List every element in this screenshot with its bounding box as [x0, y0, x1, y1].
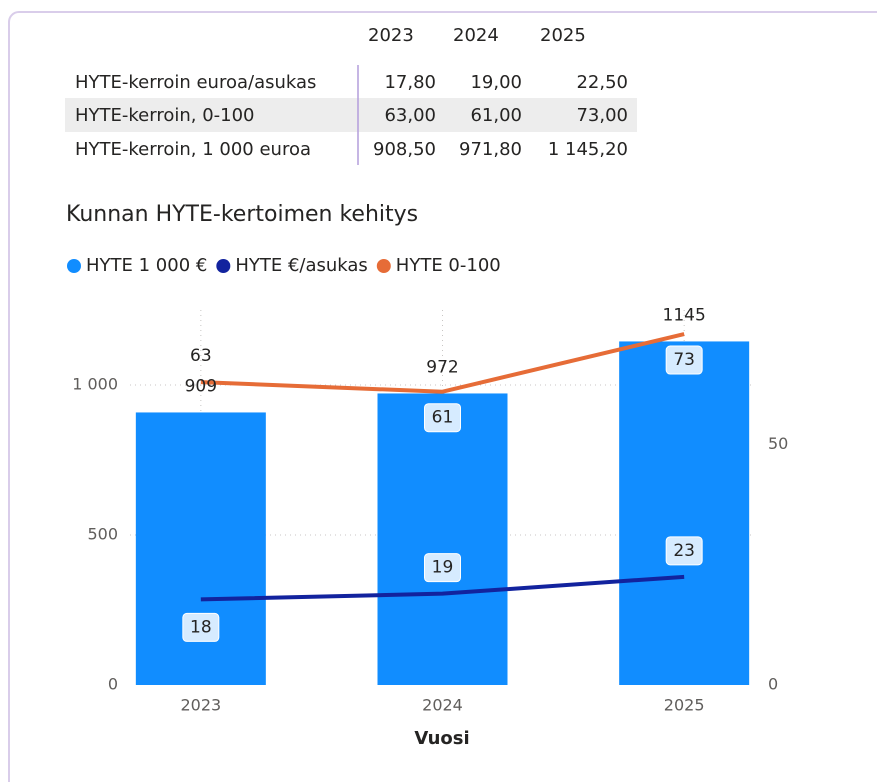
bar	[135, 412, 266, 685]
line	[200, 574, 685, 602]
cell: 971,80	[459, 139, 522, 160]
cell: 908,50	[373, 139, 436, 160]
row-highlight	[65, 98, 637, 132]
data-label: 909	[185, 376, 217, 396]
visual-frame	[8, 11, 877, 782]
cell: 73,00	[576, 105, 628, 126]
row-label: HYTE-kerroin, 1 000 euroa	[75, 139, 311, 160]
data-label: 73	[673, 350, 695, 370]
cell: 19,00	[470, 72, 522, 93]
x-tick-label: 2024	[422, 696, 463, 715]
legend-marker	[67, 259, 81, 273]
legend-label: HYTE €/asukas	[235, 255, 367, 276]
cell: 61,00	[470, 105, 522, 126]
y2-tick-label: 50	[768, 434, 788, 453]
y-tick-label: 500	[87, 525, 118, 544]
data-label: 972	[426, 357, 458, 377]
data-label: 1145	[663, 305, 706, 325]
legend-label: HYTE 0-100	[396, 255, 501, 276]
x-tick-label: 2025	[664, 696, 705, 715]
y2-tick-label: 0	[768, 675, 778, 694]
bar	[619, 341, 750, 685]
legend-marker	[216, 259, 231, 273]
row-label: HYTE-kerroin, 0-100	[75, 105, 255, 126]
chart-title: Kunnan HYTE-kertoimen kehitys	[66, 202, 418, 227]
y-tick-label: 0	[108, 675, 118, 694]
data-label: 61	[432, 408, 454, 428]
label-box	[424, 403, 461, 433]
label-box	[665, 345, 703, 375]
x-axis-title: Vuosi	[414, 728, 469, 749]
column-header: 2023	[368, 25, 414, 46]
row-label: HYTE-kerroin euroa/asukas	[75, 72, 316, 93]
label-box	[665, 536, 703, 566]
data-label: 23	[673, 541, 695, 561]
legend-marker	[376, 259, 391, 273]
x-tick-label: 2023	[180, 696, 221, 715]
label-box	[424, 553, 461, 583]
cell: 63,00	[384, 105, 436, 126]
data-label: 18	[190, 617, 212, 637]
line	[200, 332, 685, 394]
y-tick-label: 1 000	[72, 375, 118, 394]
cell: 1 145,20	[548, 139, 628, 160]
column-header: 2024	[453, 25, 499, 46]
legend-label: HYTE 1 000 €	[86, 255, 207, 276]
data-label: 63	[190, 346, 212, 366]
bar	[377, 393, 508, 685]
cell: 22,50	[576, 72, 628, 93]
label-box	[182, 612, 220, 642]
column-header: 2025	[540, 25, 586, 46]
cell: 17,80	[384, 72, 436, 93]
data-label: 19	[432, 558, 454, 578]
